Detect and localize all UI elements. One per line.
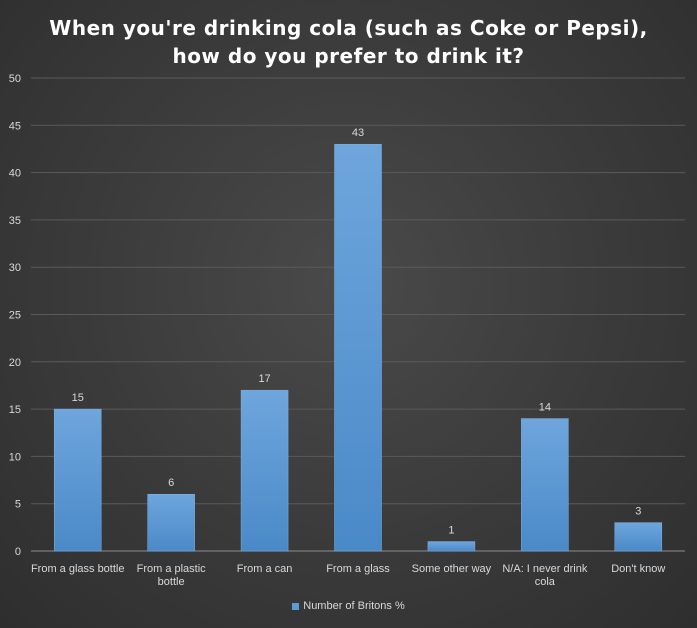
y-tick-label: 0 <box>15 546 21 558</box>
x-axis-ticks: From a glass bottle From a plastic bottleF… <box>31 563 665 588</box>
x-tick-label: From a glass <box>326 563 390 575</box>
x-tick-label-line: cola <box>535 576 556 588</box>
data-label: 3 <box>635 506 641 518</box>
bar <box>53 408 102 552</box>
bar <box>427 541 476 552</box>
y-axis-ticks: 0 5 10 15 20 25 30 35 40 45 50 <box>9 73 21 558</box>
y-tick-label: 35 <box>9 215 21 227</box>
y-tick-label: 30 <box>9 262 21 274</box>
y-tick-label: 10 <box>9 451 21 463</box>
y-tick-label: 20 <box>9 357 21 369</box>
y-tick-label: 40 <box>9 168 21 180</box>
bar <box>614 522 663 552</box>
x-tick-label: N/A: I never drink cola <box>502 563 587 588</box>
bar <box>240 389 289 552</box>
x-tick-label-line: bottle <box>158 576 185 588</box>
y-tick-label: 15 <box>9 404 21 416</box>
x-tick-label-line: From a glass bottle <box>31 563 125 575</box>
legend-label: Number of Britons % <box>303 600 405 613</box>
x-tick-label-line: Don't know <box>611 563 665 575</box>
data-label: 6 <box>168 477 174 489</box>
y-tick-label: 45 <box>9 120 21 132</box>
data-label: 14 <box>539 402 551 414</box>
x-tick-label-line: Some other way <box>412 563 492 575</box>
data-labels: 15 6 17 43 1 14 3 <box>72 127 642 536</box>
chart-title-line-1: When you're drinking cola (such as Coke … <box>49 16 648 40</box>
bar <box>147 493 195 552</box>
chart-title-line-2: how do you prefer to drink it? <box>172 44 525 68</box>
bars <box>53 143 663 552</box>
x-tick-label-line: From a can <box>237 563 293 575</box>
y-tick-label: 50 <box>9 73 21 85</box>
x-tick-label: From a glass bottle <box>31 563 125 575</box>
x-tick-label: From a plastic bottle <box>137 563 207 588</box>
data-label: 1 <box>448 525 454 537</box>
x-tick-label: Don't know <box>611 563 665 575</box>
x-tick-label-line: From a glass <box>326 563 390 575</box>
data-label: 15 <box>72 392 84 404</box>
legend: Number of Britons % <box>0 600 697 612</box>
y-tick-label: 25 <box>9 310 21 322</box>
data-label: 43 <box>352 127 364 139</box>
legend-swatch <box>292 602 300 610</box>
chart-title: When you're drinking cola (such as Coke … <box>0 14 697 70</box>
x-tick-label: From a can <box>237 563 293 575</box>
x-tick-label-line: From a plastic <box>137 563 207 575</box>
x-tick-label: Some other way <box>412 563 492 575</box>
bar <box>521 418 569 552</box>
data-label: 17 <box>258 373 270 385</box>
x-tick-label-line: N/A: I never drink <box>502 563 587 575</box>
bar <box>334 143 382 552</box>
y-tick-label: 5 <box>15 499 21 511</box>
